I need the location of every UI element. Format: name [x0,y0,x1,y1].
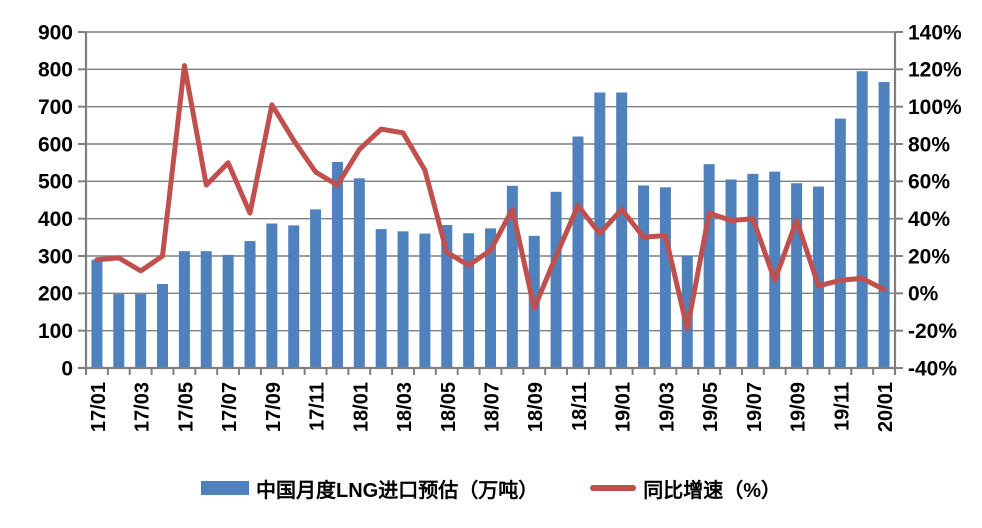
left-axis-label: 900 [38,21,73,44]
left-axis-label: 200 [38,283,73,306]
bar [856,71,868,368]
x-axis-label: 18/03 [394,382,416,432]
bar [135,294,147,368]
x-axis-label: 19/01 [613,382,635,432]
x-axis-label: 18/01 [350,382,372,432]
x-axis-label: 17/07 [219,382,241,432]
bar [244,241,256,368]
bar [572,136,584,368]
right-axis-label: 40% [908,208,950,231]
x-axis-label: 18/11 [569,382,591,431]
right-axis-label: 20% [908,245,950,268]
right-axis-label: -20% [908,320,957,343]
x-axis-label: 20/01 [875,382,897,432]
bar [200,251,212,368]
chart-plot-area: 0 100 200 300 400 500 600 700 800 900 -40% -20% 0% 20… [38,21,962,432]
x-axis-label: 19/07 [744,382,766,432]
bar [485,228,496,368]
bar [463,233,475,368]
bar [616,92,628,368]
bar [113,294,125,368]
right-axis-label: -40% [908,357,957,380]
x-axis-label: 19/11 [831,382,853,431]
bar [878,82,890,368]
left-axis-label: 100 [38,320,73,343]
x-axis-label: 19/05 [700,382,722,432]
x-axis-label: 18/05 [438,382,460,432]
legend-item-line: 同比增速（%） [590,474,781,503]
bar [157,284,169,368]
bar [725,179,737,368]
legend-item-bars: 中国月度LNG进口预估（万吨） [200,474,539,503]
chart-legend: 中国月度LNG进口预估（万吨） 同比增速（%） [0,466,982,510]
right-axis-label: 140% [908,21,962,44]
right-axis-label: 100% [908,96,962,119]
growth-line [94,63,887,332]
x-axis-label: 17/03 [132,382,154,432]
x-axis-label: 17/09 [263,382,285,432]
x-axis-label: 17/01 [88,382,110,432]
right-axis-label: 120% [908,59,962,82]
bar [419,233,431,368]
bar [397,231,409,368]
left-axis-label: 700 [38,96,73,119]
bar [441,225,453,368]
x-axis-label: 17/11 [307,382,329,431]
bar [353,178,365,368]
x-axis-label: 19/09 [788,382,810,432]
bar [550,191,562,368]
bar [638,185,650,368]
bar [288,225,300,368]
bar [812,186,824,368]
bar [791,183,803,368]
bar [222,254,234,368]
left-axis-label: 400 [38,208,73,231]
bar [747,173,759,368]
left-axis-label: 600 [38,133,73,156]
bar [331,161,343,368]
bar [310,209,322,368]
left-axis-label: 500 [38,171,73,194]
bar [703,164,715,368]
x-axis-label: 18/09 [525,382,547,432]
bar [769,171,781,368]
x-axis-label: 19/03 [656,382,678,432]
bar [266,223,278,368]
bar [659,187,671,368]
bar-series-swatch-icon [200,481,249,495]
left-axis-label: 300 [38,245,73,268]
bar [681,256,693,368]
legend-label-bars: 中国月度LNG进口预估（万吨） [255,479,539,502]
x-axis-label: 17/05 [175,382,197,432]
bar [375,229,387,368]
legend-label-line: 同比增速（%） [643,479,781,502]
line-series-swatch-icon [590,485,637,491]
bar [91,259,103,368]
right-axis-label: 0% [908,283,939,306]
left-axis-label: 0 [61,357,73,380]
right-axis-label: 60% [908,171,950,194]
x-axis-label: 18/07 [482,382,504,432]
bar [178,251,190,368]
left-axis-label: 800 [38,59,73,82]
right-axis-label: 80% [908,133,950,156]
bar [506,185,518,368]
bar [834,118,846,368]
